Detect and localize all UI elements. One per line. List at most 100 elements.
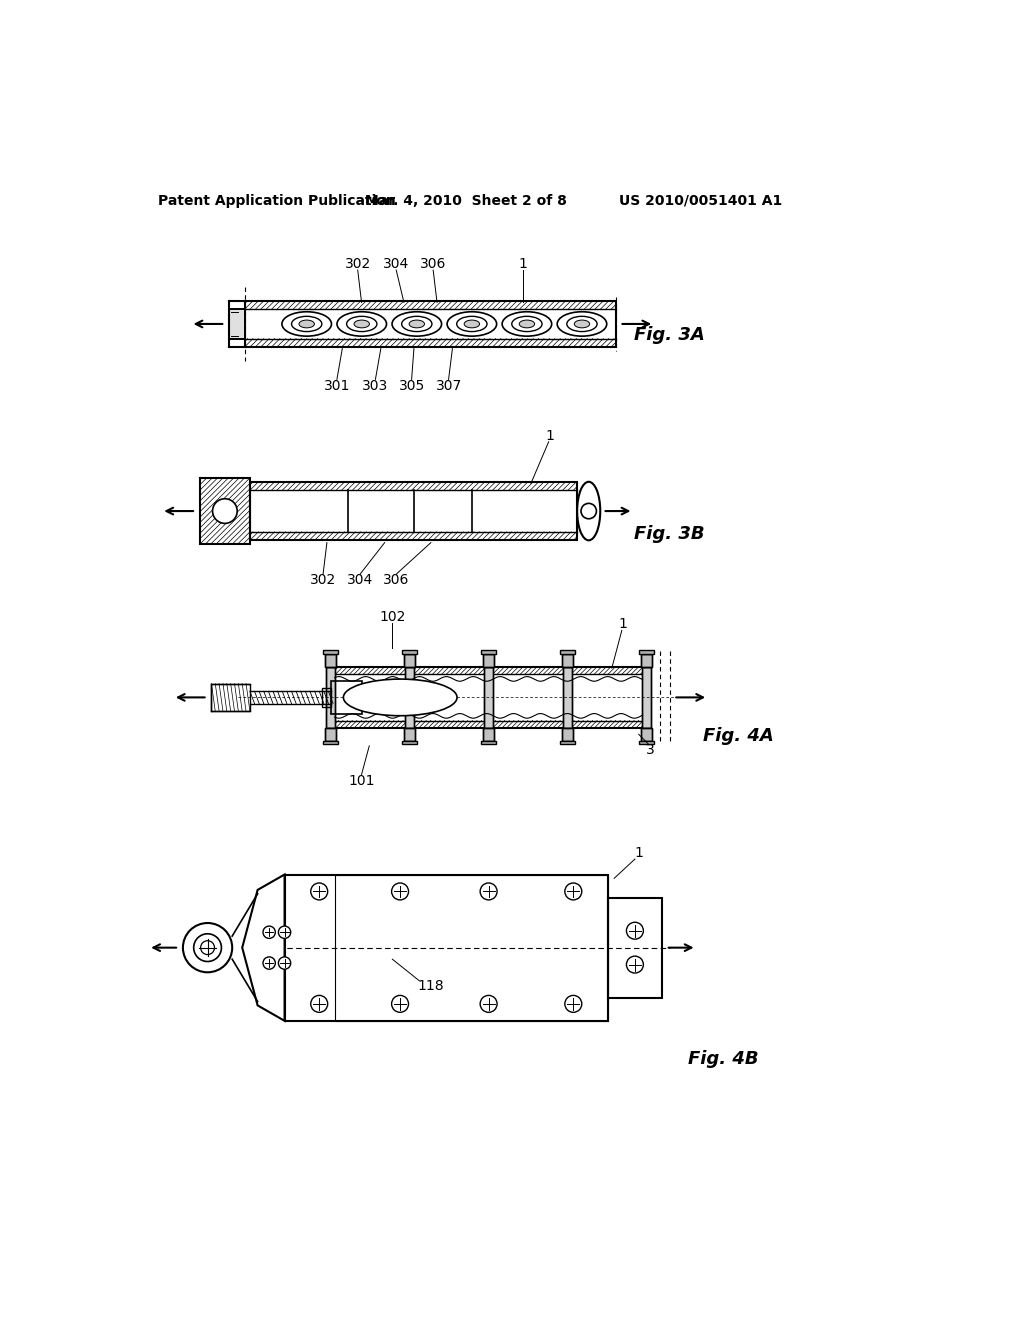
Polygon shape	[243, 874, 285, 1020]
Bar	[200, 478, 250, 544]
Bar	[608, 898, 662, 998]
Text: 102: 102	[379, 610, 406, 623]
Text: 1: 1	[634, 846, 643, 859]
Text: 3: 3	[646, 743, 654, 756]
Bar	[229, 309, 245, 339]
Ellipse shape	[457, 317, 487, 331]
Bar	[404, 729, 415, 741]
Text: 118: 118	[418, 979, 444, 993]
Bar	[250, 482, 578, 540]
Bar	[406, 667, 415, 729]
Bar	[481, 651, 497, 655]
Bar	[245, 301, 615, 347]
Bar	[484, 667, 494, 729]
Ellipse shape	[401, 317, 432, 331]
Circle shape	[565, 995, 582, 1012]
Text: 306: 306	[383, 573, 410, 587]
Bar	[323, 651, 339, 655]
Bar	[322, 688, 331, 706]
Bar	[483, 729, 494, 741]
Ellipse shape	[299, 319, 314, 327]
Text: Fig. 3B: Fig. 3B	[634, 525, 705, 543]
Ellipse shape	[557, 312, 607, 337]
Bar	[326, 667, 336, 729]
Bar	[402, 741, 418, 744]
Text: 302: 302	[345, 257, 371, 271]
Bar	[331, 667, 646, 729]
Bar	[229, 309, 245, 339]
Text: 305: 305	[398, 379, 425, 392]
Bar	[285, 874, 608, 1020]
Text: 302: 302	[310, 573, 336, 587]
Circle shape	[194, 933, 221, 961]
Text: 304: 304	[347, 573, 373, 587]
Bar	[563, 667, 572, 729]
Bar	[641, 729, 652, 741]
Bar	[335, 874, 608, 1020]
Ellipse shape	[282, 312, 332, 337]
Bar	[562, 655, 572, 667]
Bar	[563, 667, 572, 729]
Circle shape	[480, 883, 497, 900]
Ellipse shape	[578, 482, 600, 540]
Bar	[483, 655, 494, 667]
Circle shape	[391, 995, 409, 1012]
Text: Mar. 4, 2010  Sheet 2 of 8: Mar. 4, 2010 Sheet 2 of 8	[365, 194, 566, 207]
Ellipse shape	[410, 319, 425, 327]
Circle shape	[627, 923, 643, 940]
Bar	[331, 681, 361, 714]
Bar	[639, 651, 654, 655]
Ellipse shape	[519, 319, 535, 327]
Circle shape	[183, 923, 232, 973]
Bar	[481, 741, 497, 744]
Circle shape	[279, 957, 291, 969]
Text: 101: 101	[348, 774, 375, 788]
Text: 1: 1	[546, 429, 555, 442]
Text: 304: 304	[383, 257, 410, 271]
Bar	[326, 667, 336, 729]
Text: Fig. 4B: Fig. 4B	[688, 1051, 759, 1068]
Bar	[641, 655, 652, 667]
Circle shape	[263, 957, 275, 969]
Circle shape	[201, 941, 214, 954]
Ellipse shape	[567, 317, 597, 331]
Bar	[483, 729, 494, 741]
Ellipse shape	[447, 312, 497, 337]
Bar	[641, 655, 652, 667]
Ellipse shape	[392, 312, 441, 337]
Bar	[326, 655, 336, 667]
Ellipse shape	[502, 312, 552, 337]
Circle shape	[627, 956, 643, 973]
Text: 1: 1	[519, 257, 527, 271]
Bar	[406, 667, 415, 729]
Circle shape	[263, 927, 275, 939]
Text: 301: 301	[324, 379, 350, 392]
Text: 1: 1	[618, 618, 628, 631]
Text: Fig. 4A: Fig. 4A	[703, 727, 774, 744]
Text: Fig. 3A: Fig. 3A	[634, 326, 705, 345]
Text: 303: 303	[362, 379, 388, 392]
Bar	[562, 729, 572, 741]
Bar	[326, 729, 336, 741]
Bar	[211, 684, 250, 711]
Bar	[323, 741, 339, 744]
Bar	[326, 655, 336, 667]
Ellipse shape	[337, 312, 386, 337]
Bar	[639, 741, 654, 744]
Bar	[404, 655, 415, 667]
Text: Patent Application Publication: Patent Application Publication	[158, 194, 395, 207]
Bar	[642, 667, 651, 729]
Circle shape	[310, 883, 328, 900]
Text: US 2010/0051401 A1: US 2010/0051401 A1	[618, 194, 782, 207]
Bar	[402, 651, 418, 655]
Ellipse shape	[574, 319, 590, 327]
Bar	[560, 651, 575, 655]
Circle shape	[279, 927, 291, 939]
Circle shape	[310, 995, 328, 1012]
Circle shape	[581, 503, 596, 519]
Circle shape	[480, 995, 497, 1012]
Circle shape	[391, 883, 409, 900]
Bar	[484, 667, 494, 729]
Ellipse shape	[292, 317, 322, 331]
Bar	[326, 729, 336, 741]
